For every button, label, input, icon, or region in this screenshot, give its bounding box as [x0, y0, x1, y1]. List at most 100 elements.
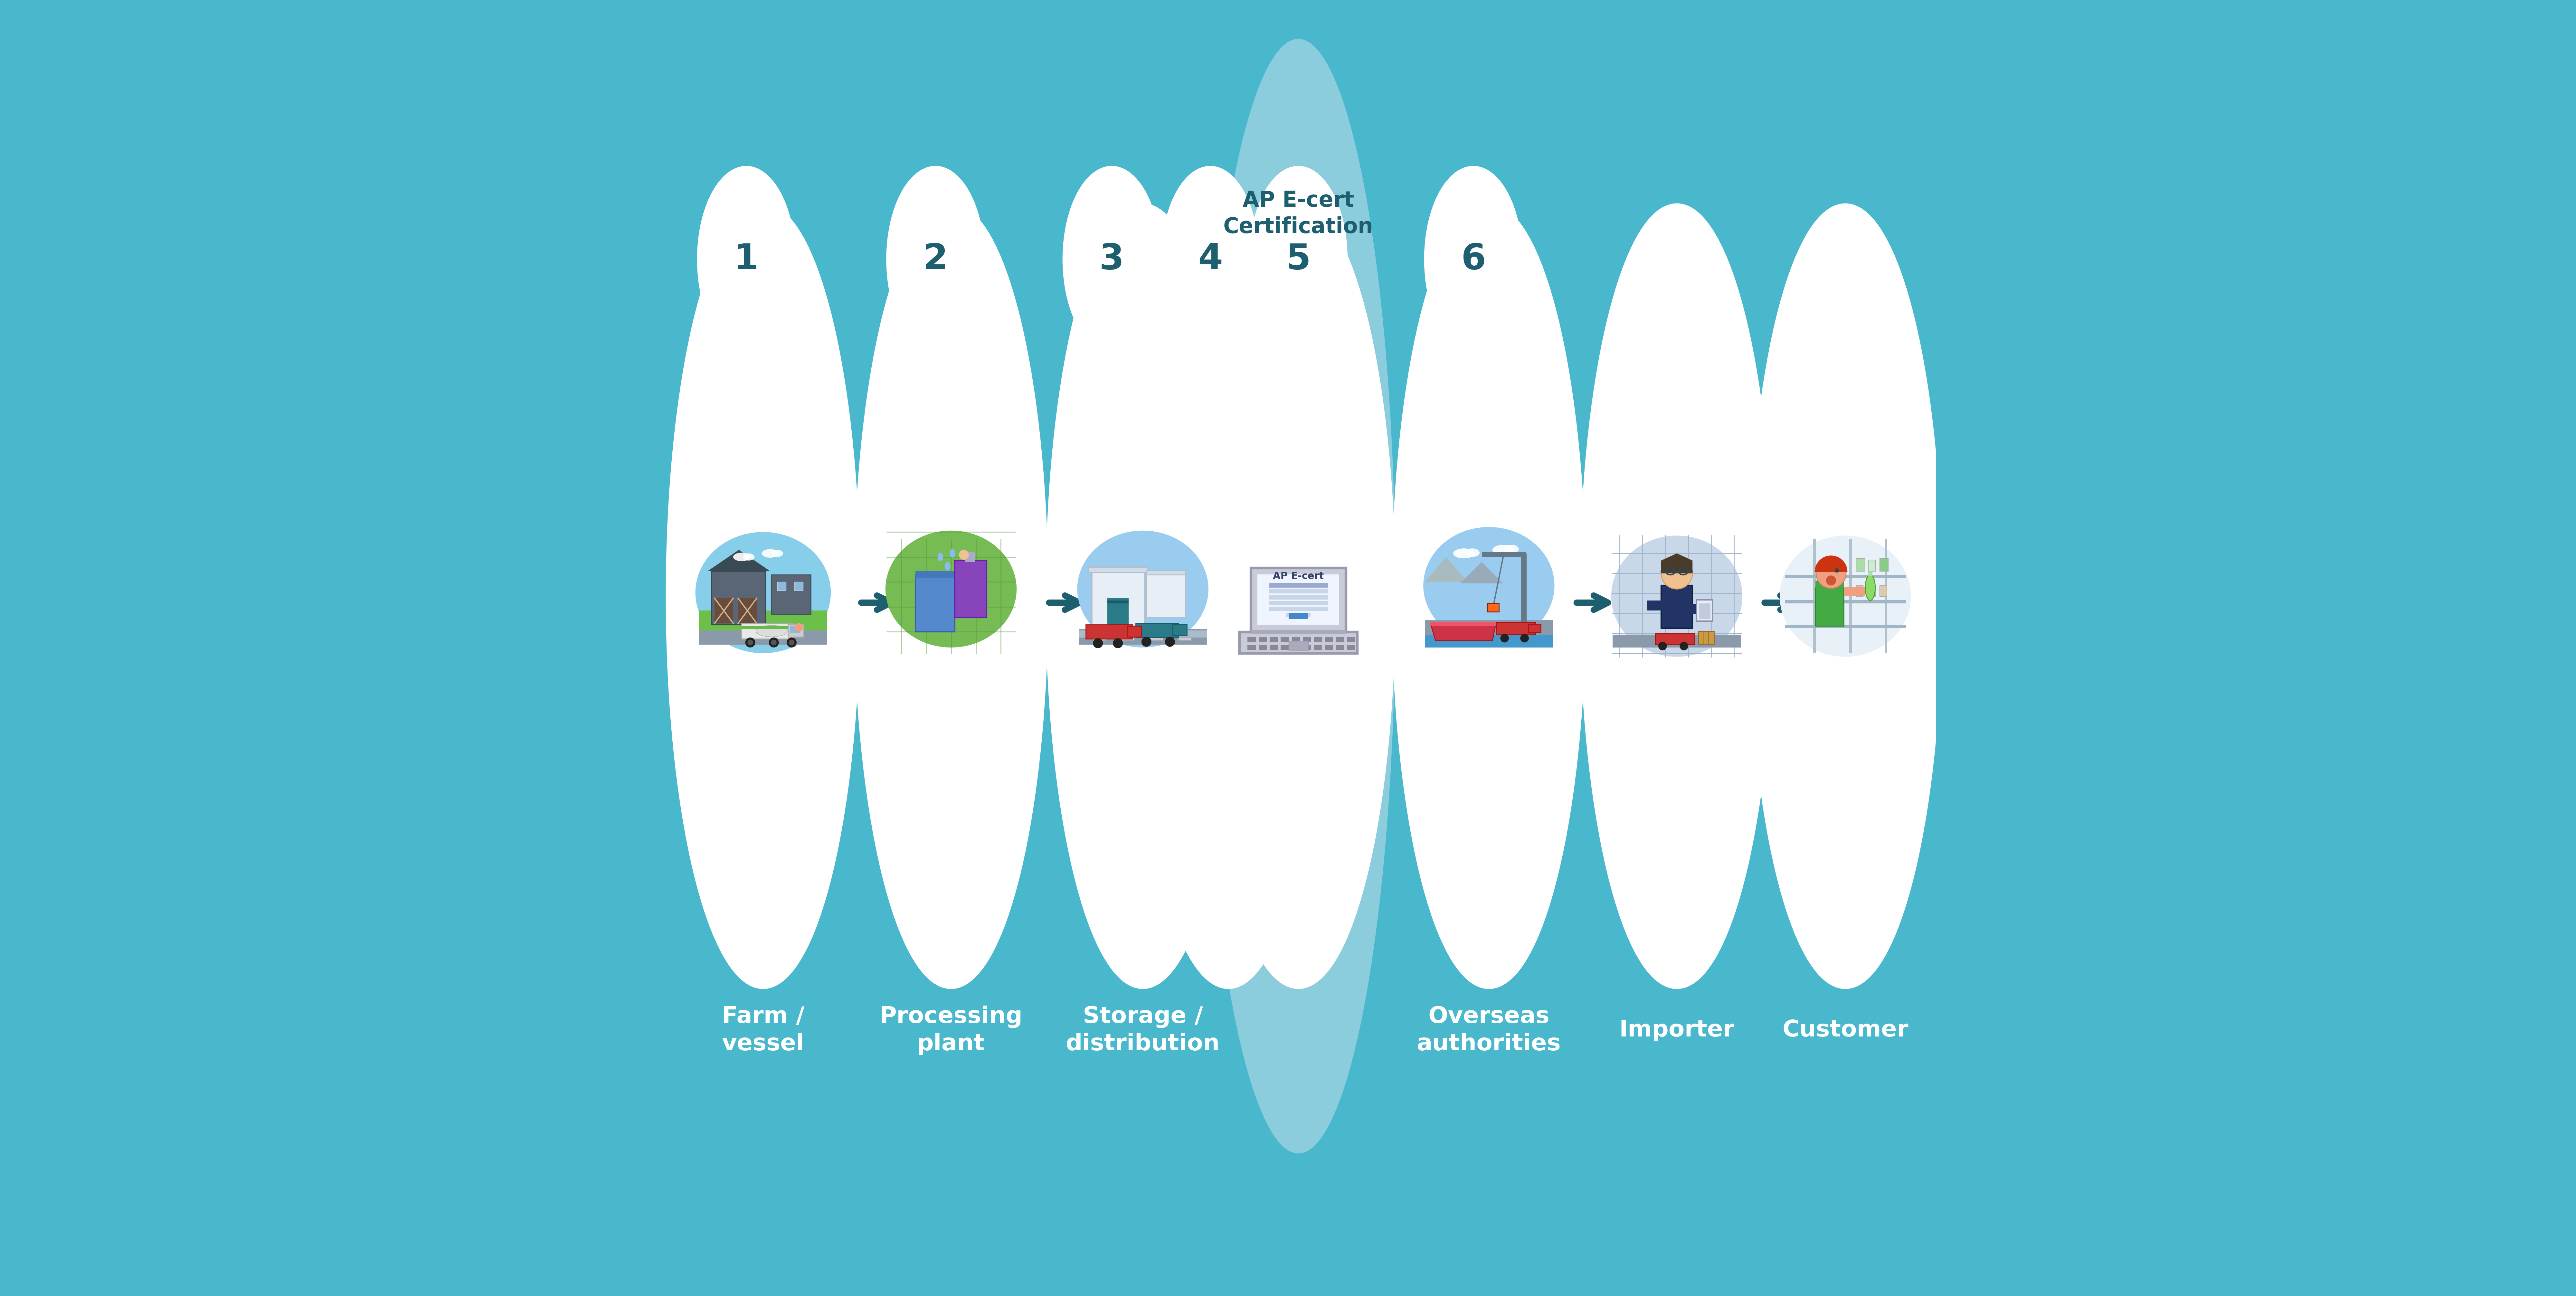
- Bar: [1291, 645, 1301, 651]
- Text: AP E-cert: AP E-cert: [1273, 572, 1324, 581]
- Ellipse shape: [1466, 548, 1479, 557]
- Bar: [1270, 583, 1327, 587]
- Bar: [1239, 632, 1358, 653]
- Bar: [1868, 572, 1873, 577]
- Bar: [773, 575, 811, 614]
- Bar: [711, 572, 765, 625]
- Bar: [1270, 645, 1278, 651]
- Text: 2: 2: [922, 242, 948, 276]
- Bar: [714, 599, 734, 623]
- Bar: [1270, 607, 1327, 612]
- Bar: [1613, 635, 1741, 648]
- Bar: [1337, 645, 1345, 651]
- Text: 1: 1: [734, 242, 760, 276]
- Circle shape: [958, 550, 969, 560]
- Polygon shape: [708, 550, 770, 572]
- Ellipse shape: [858, 207, 1043, 985]
- Bar: [1497, 630, 1510, 631]
- Bar: [1280, 645, 1288, 651]
- Ellipse shape: [734, 552, 750, 561]
- Circle shape: [744, 638, 755, 648]
- Bar: [1079, 629, 1208, 644]
- Bar: [1816, 581, 1844, 587]
- Ellipse shape: [886, 530, 1018, 648]
- Ellipse shape: [1865, 574, 1875, 600]
- Ellipse shape: [945, 562, 951, 570]
- Bar: [1247, 636, 1255, 642]
- Circle shape: [1659, 642, 1667, 651]
- Circle shape: [747, 640, 752, 645]
- Bar: [1850, 539, 1852, 653]
- Bar: [1337, 636, 1345, 642]
- Bar: [1468, 630, 1481, 631]
- Polygon shape: [1425, 557, 1468, 582]
- Bar: [1486, 603, 1499, 612]
- Bar: [1314, 645, 1321, 651]
- Bar: [1247, 645, 1255, 651]
- Text: Importer: Importer: [1620, 1019, 1734, 1042]
- Polygon shape: [1430, 623, 1497, 640]
- Ellipse shape: [1200, 39, 1396, 1153]
- Bar: [1252, 568, 1345, 632]
- Circle shape: [1680, 642, 1687, 651]
- Bar: [914, 572, 956, 578]
- Bar: [1785, 574, 1906, 578]
- Bar: [1288, 613, 1309, 618]
- Bar: [966, 552, 976, 562]
- Bar: [1285, 613, 1311, 617]
- Bar: [1525, 630, 1538, 631]
- Text: 3: 3: [1100, 242, 1123, 276]
- Ellipse shape: [1136, 207, 1321, 985]
- Circle shape: [1826, 575, 1837, 586]
- Bar: [1087, 625, 1131, 639]
- Bar: [1177, 638, 1190, 640]
- Ellipse shape: [951, 550, 956, 557]
- Bar: [1844, 587, 1865, 596]
- Bar: [1785, 625, 1906, 629]
- Bar: [1785, 600, 1906, 603]
- Ellipse shape: [1396, 207, 1582, 985]
- Bar: [1108, 599, 1128, 629]
- Ellipse shape: [755, 626, 788, 636]
- Bar: [1280, 636, 1288, 642]
- Text: Customer: Customer: [1783, 1019, 1909, 1042]
- Bar: [1347, 645, 1355, 651]
- Bar: [1079, 630, 1208, 638]
- Circle shape: [1499, 634, 1510, 643]
- Bar: [698, 610, 827, 635]
- Bar: [1855, 559, 1865, 572]
- Polygon shape: [1461, 562, 1504, 583]
- Bar: [1425, 626, 1553, 648]
- Bar: [1698, 600, 1713, 621]
- Ellipse shape: [1425, 166, 1522, 353]
- Polygon shape: [1662, 553, 1692, 573]
- Ellipse shape: [762, 550, 778, 557]
- Circle shape: [1520, 634, 1528, 643]
- Bar: [1880, 586, 1886, 596]
- Bar: [1146, 573, 1185, 617]
- Bar: [1656, 634, 1695, 644]
- Bar: [1121, 638, 1133, 640]
- Bar: [1128, 626, 1141, 636]
- Bar: [1270, 590, 1327, 594]
- Ellipse shape: [1453, 548, 1473, 559]
- Ellipse shape: [1206, 207, 1391, 985]
- Bar: [1497, 622, 1535, 635]
- Ellipse shape: [938, 552, 943, 561]
- Bar: [1662, 586, 1692, 629]
- Text: Processing
plant: Processing plant: [878, 1006, 1023, 1055]
- Ellipse shape: [1610, 535, 1741, 657]
- Bar: [1855, 586, 1862, 596]
- Bar: [1520, 553, 1528, 631]
- Circle shape: [1834, 569, 1839, 573]
- Circle shape: [793, 623, 804, 631]
- Wedge shape: [1814, 556, 1847, 572]
- Bar: [698, 630, 827, 644]
- Bar: [788, 623, 804, 636]
- Bar: [1260, 636, 1267, 642]
- Circle shape: [1164, 636, 1175, 647]
- Bar: [1868, 560, 1875, 572]
- Bar: [1260, 645, 1267, 651]
- Bar: [791, 626, 801, 634]
- Ellipse shape: [773, 550, 783, 557]
